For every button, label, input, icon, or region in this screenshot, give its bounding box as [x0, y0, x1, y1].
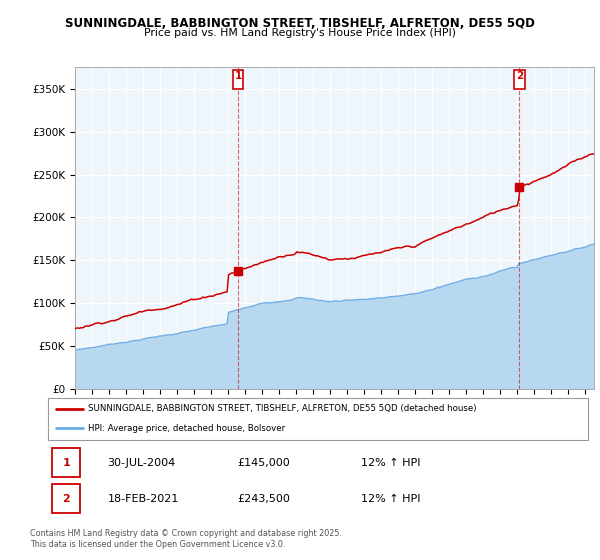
FancyBboxPatch shape: [48, 398, 588, 440]
FancyBboxPatch shape: [233, 70, 243, 89]
Text: 30-JUL-2004: 30-JUL-2004: [107, 458, 176, 468]
FancyBboxPatch shape: [52, 448, 80, 477]
Text: SUNNINGDALE, BABBINGTON STREET, TIBSHELF, ALFRETON, DE55 5QD (detached house): SUNNINGDALE, BABBINGTON STREET, TIBSHELF…: [89, 404, 477, 413]
Text: 1: 1: [62, 458, 70, 468]
Text: 2: 2: [62, 494, 70, 504]
Text: HPI: Average price, detached house, Bolsover: HPI: Average price, detached house, Bols…: [89, 424, 286, 433]
Text: SUNNINGDALE, BABBINGTON STREET, TIBSHELF, ALFRETON, DE55 5QD: SUNNINGDALE, BABBINGTON STREET, TIBSHELF…: [65, 17, 535, 30]
Text: £243,500: £243,500: [237, 494, 290, 504]
Text: 12% ↑ HPI: 12% ↑ HPI: [361, 494, 421, 504]
Text: £145,000: £145,000: [237, 458, 290, 468]
Text: 1: 1: [235, 71, 242, 81]
Text: Price paid vs. HM Land Registry's House Price Index (HPI): Price paid vs. HM Land Registry's House …: [144, 28, 456, 38]
Text: Contains HM Land Registry data © Crown copyright and database right 2025.
This d: Contains HM Land Registry data © Crown c…: [30, 529, 342, 549]
FancyBboxPatch shape: [514, 70, 524, 89]
Text: 18-FEB-2021: 18-FEB-2021: [107, 494, 179, 504]
Text: 2: 2: [516, 71, 523, 81]
FancyBboxPatch shape: [52, 484, 80, 514]
Text: 12% ↑ HPI: 12% ↑ HPI: [361, 458, 421, 468]
